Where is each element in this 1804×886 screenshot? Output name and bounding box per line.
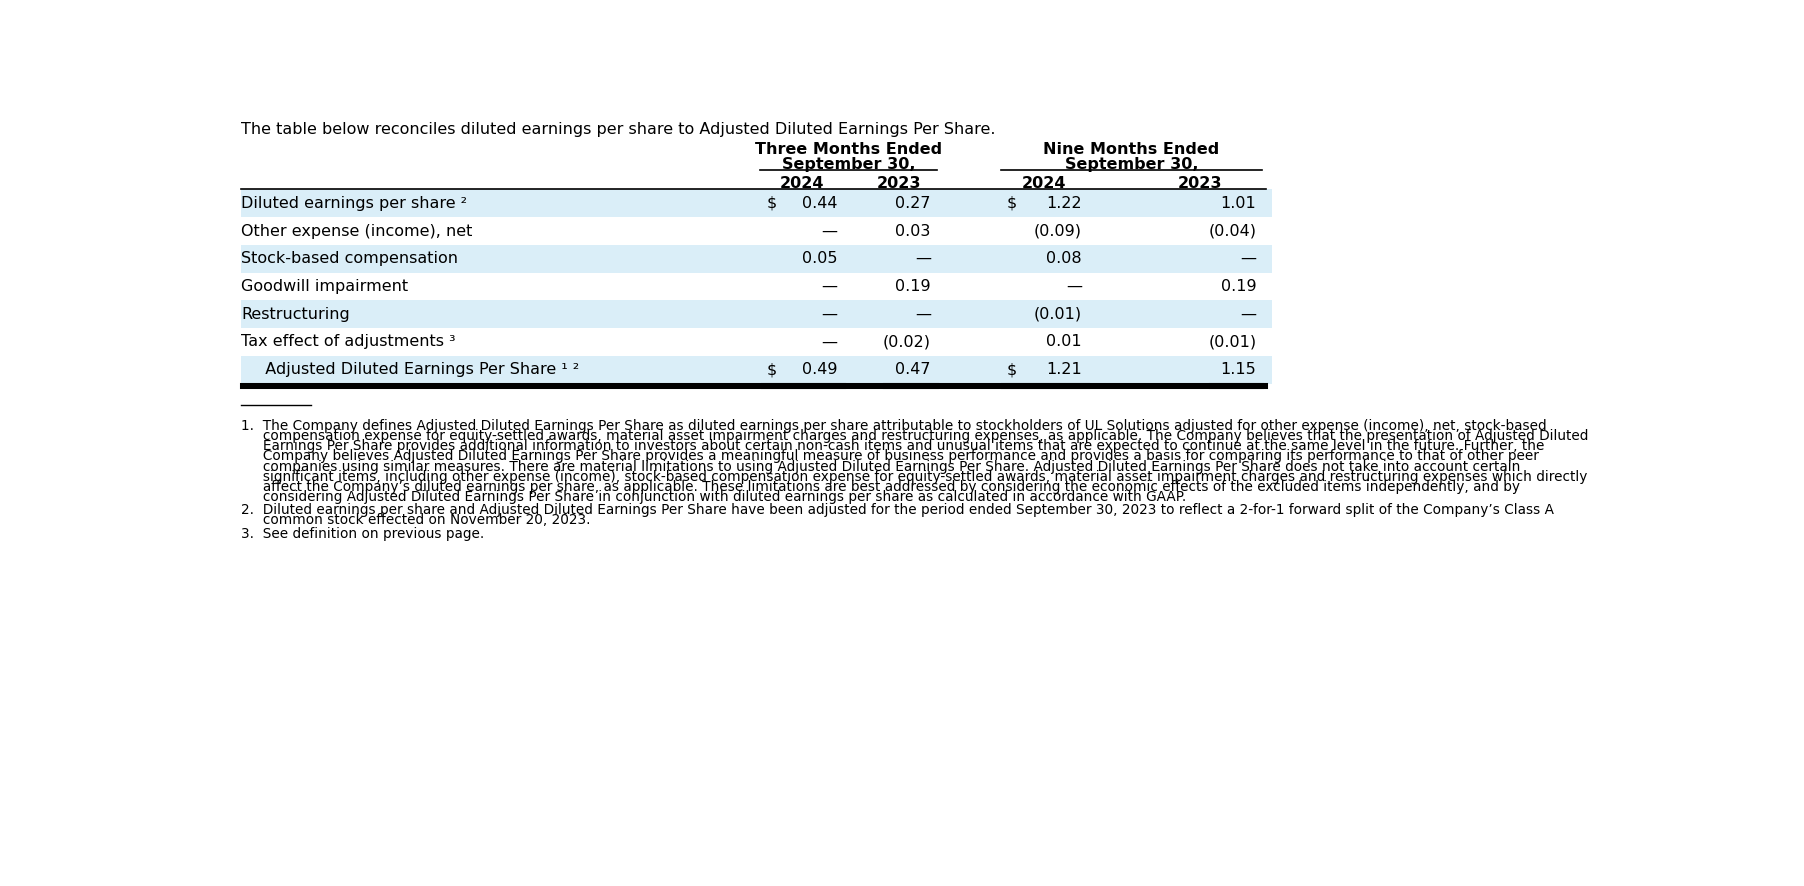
Text: Restructuring: Restructuring [242, 307, 350, 322]
Text: $: $ [1007, 196, 1017, 211]
Text: compensation expense for equity-settled awards, material asset impairment charge: compensation expense for equity-settled … [242, 429, 1588, 443]
Text: 0.19: 0.19 [1221, 279, 1256, 294]
Text: 1.01: 1.01 [1221, 196, 1256, 211]
Text: 2023: 2023 [1178, 176, 1223, 191]
Text: (0.04): (0.04) [1209, 223, 1256, 238]
Text: Three Months Ended: Three Months Ended [756, 142, 942, 157]
Text: 0.03: 0.03 [895, 223, 931, 238]
Text: Nine Months Ended: Nine Months Ended [1043, 142, 1220, 157]
Text: $: $ [767, 196, 778, 211]
Text: 1.15: 1.15 [1221, 362, 1256, 377]
Text: —: — [915, 252, 931, 267]
Text: 0.47: 0.47 [895, 362, 931, 377]
Text: 2023: 2023 [877, 176, 922, 191]
Text: The table below reconciles diluted earnings per share to Adjusted Diluted Earnin: The table below reconciles diluted earni… [242, 121, 996, 136]
Text: —: — [915, 307, 931, 322]
Bar [242, 300, 1272, 328]
Text: companies using similar measures. There are material limitations to using Adjust: companies using similar measures. There … [242, 460, 1521, 474]
Text: Stock-based compensation: Stock-based compensation [242, 252, 458, 267]
Text: (0.09): (0.09) [1034, 223, 1082, 238]
Text: September 30,: September 30, [781, 157, 915, 172]
Text: —: — [1241, 307, 1256, 322]
Bar [242, 356, 1272, 384]
Text: common stock effected on November 20, 2023.: common stock effected on November 20, 20… [242, 514, 590, 527]
Text: Adjusted Diluted Earnings Per Share ¹ ²: Adjusted Diluted Earnings Per Share ¹ ² [254, 362, 579, 377]
Text: considering Adjusted Diluted Earnings Per Share in conjunction with diluted earn: considering Adjusted Diluted Earnings Pe… [242, 490, 1187, 504]
Text: 0.27: 0.27 [895, 196, 931, 211]
Text: —: — [823, 307, 837, 322]
Bar [242, 190, 1272, 217]
Text: —: — [823, 279, 837, 294]
Text: 0.01: 0.01 [1046, 334, 1082, 349]
Text: (0.01): (0.01) [1034, 307, 1082, 322]
Text: Company believes Adjusted Diluted Earnings Per Share provides a meaningful measu: Company believes Adjusted Diluted Earnin… [242, 449, 1539, 463]
Text: $: $ [767, 362, 778, 377]
Text: —: — [1241, 252, 1256, 267]
Text: 3.  See definition on previous page.: 3. See definition on previous page. [242, 527, 483, 540]
Bar [242, 245, 1272, 273]
Text: 0.08: 0.08 [1046, 252, 1082, 267]
Text: September 30,: September 30, [1064, 157, 1198, 172]
Text: Diluted earnings per share ²: Diluted earnings per share ² [242, 196, 467, 211]
Text: Earnings Per Share provides additional information to investors about certain no: Earnings Per Share provides additional i… [242, 439, 1544, 454]
Text: Goodwill impairment: Goodwill impairment [242, 279, 408, 294]
Text: 1.22: 1.22 [1046, 196, 1082, 211]
Text: 0.49: 0.49 [803, 362, 837, 377]
Text: 2024: 2024 [1023, 176, 1066, 191]
Text: 2.  Diluted earnings per share and Adjusted Diluted Earnings Per Share have been: 2. Diluted earnings per share and Adjust… [242, 503, 1553, 517]
Text: —: — [823, 223, 837, 238]
Text: 1.  The Company defines Adjusted Diluted Earnings Per Share as diluted earnings : 1. The Company defines Adjusted Diluted … [242, 419, 1546, 433]
Text: —: — [823, 334, 837, 349]
Text: 1.21: 1.21 [1046, 362, 1082, 377]
Text: $: $ [1007, 362, 1017, 377]
Text: Other expense (income), net: Other expense (income), net [242, 223, 473, 238]
Text: affect the Company’s diluted earnings per share, as applicable. These limitation: affect the Company’s diluted earnings pe… [242, 480, 1521, 494]
Text: (0.01): (0.01) [1209, 334, 1256, 349]
Text: —: — [1066, 279, 1082, 294]
Text: 0.19: 0.19 [895, 279, 931, 294]
Text: Tax effect of adjustments ³: Tax effect of adjustments ³ [242, 334, 456, 349]
Text: 0.44: 0.44 [803, 196, 837, 211]
Text: significant items, including other expense (income), stock-based compensation ex: significant items, including other expen… [242, 470, 1588, 484]
Text: 2024: 2024 [779, 176, 824, 191]
Text: (0.02): (0.02) [882, 334, 931, 349]
Text: 0.05: 0.05 [803, 252, 837, 267]
